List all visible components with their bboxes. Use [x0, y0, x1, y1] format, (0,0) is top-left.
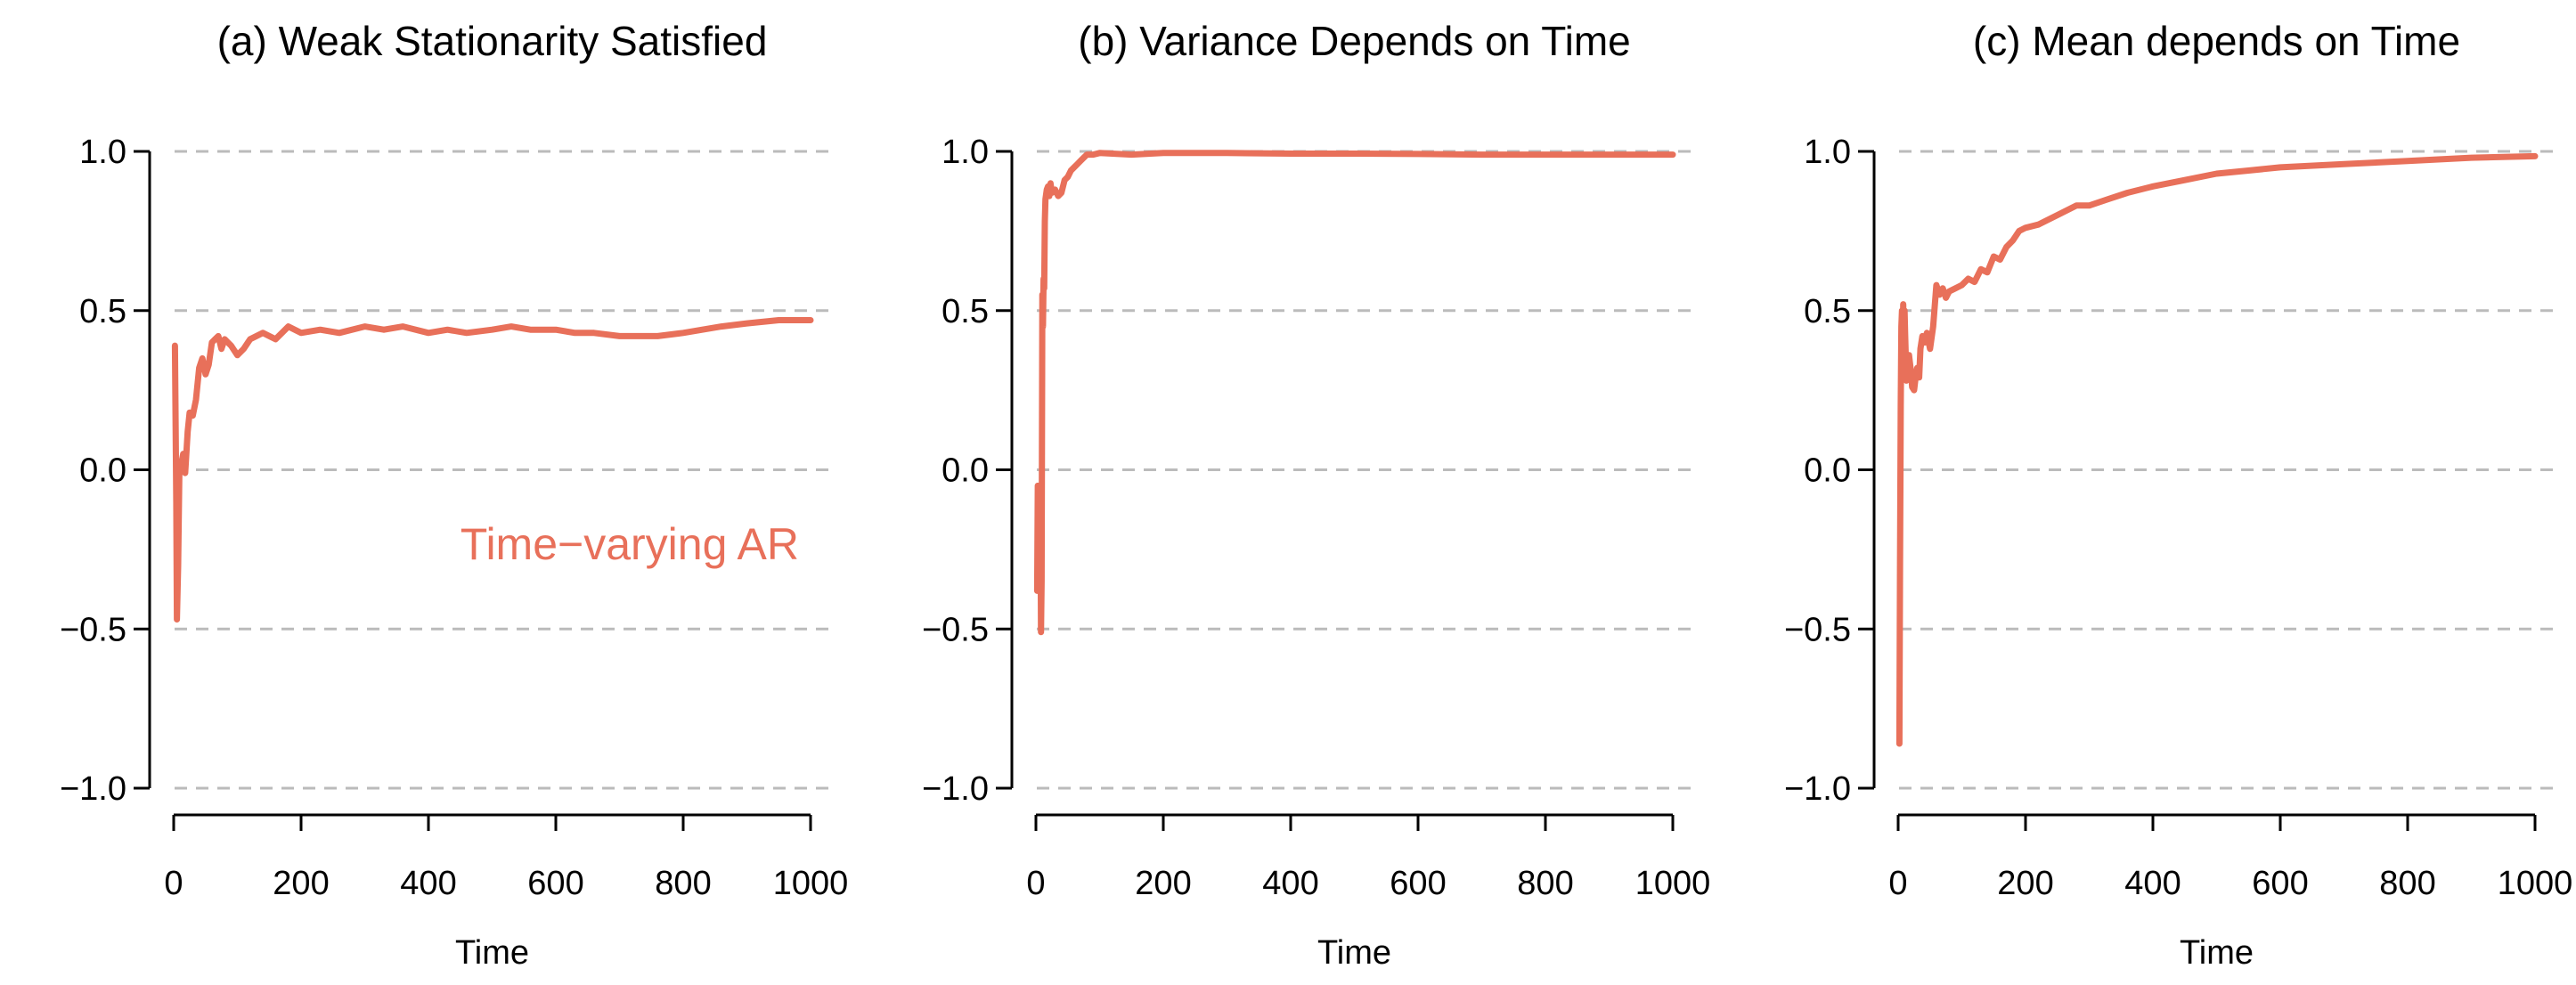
y-tick-label: 0.5 [942, 293, 989, 330]
x-tick-label: 1000 [773, 865, 849, 902]
x-tick-label: 200 [1135, 865, 1191, 902]
series-annotation: Time−varying AR [461, 519, 799, 569]
x-axis-title: Time [2180, 934, 2254, 972]
series-line-1 [171, 317, 814, 623]
y-tick-label: 0.5 [79, 293, 126, 330]
chart-panel-2: (b) Variance Depends on Time 1.0 0.5 0.0 −0.… [922, 18, 1710, 972]
y-tick-label: −0.5 [60, 611, 126, 648]
x-tick-label: 800 [655, 865, 711, 902]
y-tick-label: 1.0 [79, 134, 126, 171]
chart-panel-3: (c) Mean depends on Time 1.0 0.5 0.0 −0.5 −1.… [1784, 18, 2572, 972]
x-tick-label: 400 [1262, 865, 1318, 902]
x-tick-label: 0 [1888, 865, 1907, 902]
x-tick-label: 1000 [1635, 865, 1711, 902]
y-tick-label: −1.0 [1784, 770, 1851, 808]
y-tick-label: −0.5 [1784, 611, 1851, 648]
x-tick-label: 600 [2252, 865, 2308, 902]
x-axis-title: Time [1317, 934, 1391, 972]
x-tick-label: 400 [400, 865, 456, 902]
chart-panel-1: (a) Weak Stationarity Satisfied 1.0 0.5 0.0… [60, 18, 848, 972]
x-tick-label: 600 [527, 865, 583, 902]
x-axis-title: Time [455, 934, 529, 972]
x-tick-label: 600 [1390, 865, 1446, 902]
x-tick-label: 0 [164, 865, 183, 902]
x-tick-label: 0 [1026, 865, 1045, 902]
y-tick-label: 0.0 [79, 452, 126, 490]
y-tick-label: 0.0 [1804, 452, 1851, 490]
x-tick-label: 200 [1997, 865, 2053, 902]
y-tick-label: 0.0 [942, 452, 989, 490]
series-line-1 [1895, 152, 2539, 747]
x-tick-label: 1000 [2498, 865, 2573, 902]
x-tick-label: 400 [2124, 865, 2181, 902]
y-tick-label: 0.5 [1804, 293, 1851, 330]
y-tick-label: −0.5 [922, 611, 989, 648]
y-tick-label: −1.0 [60, 770, 126, 808]
y-tick-label: 1.0 [1804, 134, 1851, 171]
x-tick-label: 800 [1517, 865, 1573, 902]
y-tick-label: 1.0 [942, 134, 989, 171]
x-tick-label: 200 [273, 865, 329, 902]
y-tick-label: −1.0 [922, 770, 989, 808]
panel-title: (b) Variance Depends on Time [1078, 18, 1630, 64]
x-tick-label: 800 [2379, 865, 2435, 902]
panel-title: (a) Weak Stationarity Satisfied [217, 18, 768, 64]
series-line-1 [1033, 150, 1676, 636]
panel-title: (c) Mean depends on Time [1973, 18, 2460, 64]
